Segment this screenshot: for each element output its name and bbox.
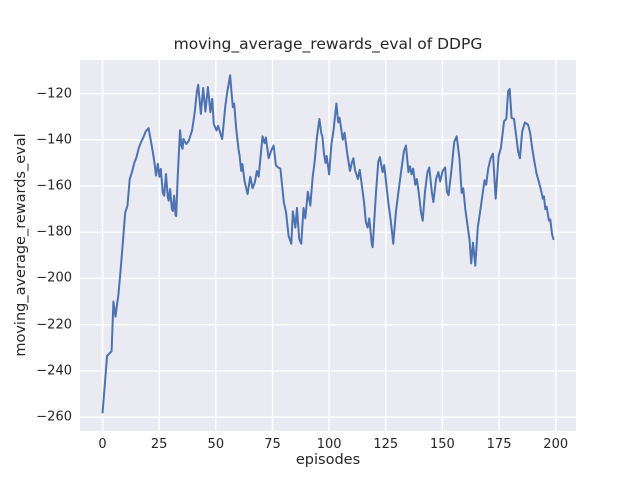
x-axis-label: episodes (295, 452, 361, 468)
y-axis-label: moving_average_rewards_eval (13, 133, 29, 357)
data-line (101, 74, 555, 414)
x-tick-label: 50 (207, 437, 225, 452)
y-tick-label: −260 (36, 409, 72, 425)
x-tick-label: 0 (98, 437, 107, 452)
y-tick-label: −200 (36, 270, 72, 286)
y-tick-label: −180 (36, 224, 72, 240)
y-tick-label: −140 (36, 132, 72, 148)
y-tick-label: −220 (36, 317, 72, 333)
chart-title: moving_average_rewards_eval of DDPG (173, 35, 483, 53)
y-tick-label: −160 (36, 178, 72, 194)
y-tick-label: −240 (36, 363, 72, 379)
x-tick-label: 125 (373, 437, 399, 452)
y-tick-label: −120 (36, 86, 72, 102)
plot-background (80, 60, 576, 431)
x-tick-label: 175 (486, 437, 512, 452)
x-tick-label: 200 (543, 437, 569, 452)
x-tick-label: 150 (430, 437, 455, 452)
x-tick-label: 100 (316, 437, 342, 452)
x-tick-label: 25 (150, 437, 168, 452)
x-tick-label: 75 (264, 437, 281, 452)
